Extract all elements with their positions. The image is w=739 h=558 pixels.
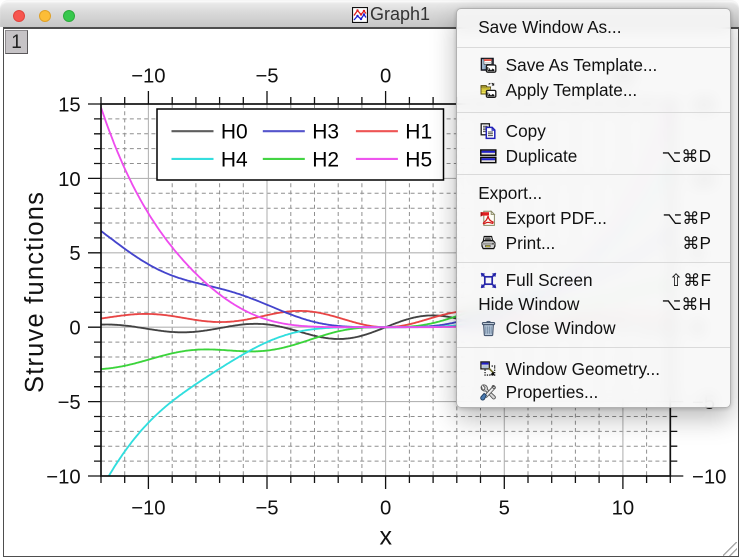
svg-text:5: 5 [69, 243, 80, 265]
svg-text:−5: −5 [255, 498, 278, 520]
svg-text:−5: −5 [58, 392, 81, 414]
svg-text:−10: −10 [131, 498, 165, 520]
svg-text:5: 5 [499, 498, 510, 520]
svg-text:10: 10 [612, 498, 635, 520]
svg-text:H1: H1 [405, 121, 432, 144]
svg-text:x: x [379, 523, 392, 551]
svg-text:0: 0 [380, 498, 391, 520]
svg-text:0: 0 [380, 66, 391, 88]
svg-text:Struve functions: Struve functions [21, 191, 49, 393]
svg-text:10: 10 [58, 169, 81, 191]
svg-text:H0: H0 [221, 121, 248, 144]
svg-text:H5: H5 [405, 148, 432, 171]
svg-text:H2: H2 [312, 148, 339, 171]
svg-text:H3: H3 [312, 121, 339, 144]
svg-text:−10: −10 [46, 466, 80, 488]
svg-text:−5: −5 [255, 66, 278, 88]
svg-text:15: 15 [58, 94, 81, 116]
svg-text:−10: −10 [692, 466, 726, 488]
svg-text:0: 0 [69, 318, 80, 340]
svg-text:−10: −10 [131, 66, 165, 88]
svg-text:H4: H4 [221, 148, 248, 171]
